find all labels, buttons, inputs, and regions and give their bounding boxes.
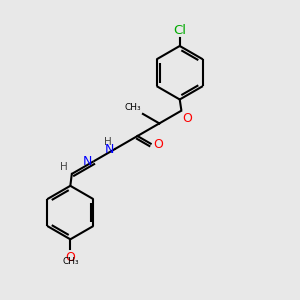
Text: Cl: Cl [173,24,186,37]
Text: CH₃: CH₃ [125,103,141,112]
Text: O: O [65,251,75,264]
Text: H: H [61,161,68,172]
Text: N: N [105,143,114,156]
Text: O: O [182,112,192,125]
Text: O: O [153,138,163,151]
Text: N: N [83,155,92,168]
Text: CH₃: CH₃ [62,257,79,266]
Text: H: H [104,137,112,147]
